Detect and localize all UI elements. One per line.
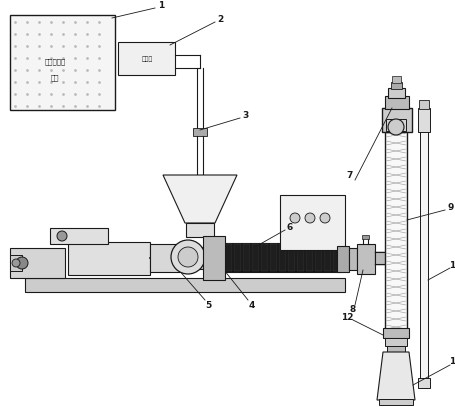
Bar bbox=[374, 252, 388, 264]
Bar bbox=[332, 244, 339, 271]
Text: 装置: 装置 bbox=[51, 75, 59, 81]
Text: 2: 2 bbox=[217, 15, 222, 24]
Bar bbox=[260, 244, 268, 271]
Text: 7: 7 bbox=[346, 171, 353, 180]
Circle shape bbox=[12, 259, 20, 267]
Text: 流料泵: 流料泵 bbox=[141, 56, 152, 62]
Bar bbox=[118, 42, 175, 75]
Bar bbox=[25, 278, 344, 292]
Circle shape bbox=[387, 119, 403, 135]
Circle shape bbox=[177, 247, 197, 267]
Bar bbox=[378, 399, 412, 405]
Circle shape bbox=[319, 213, 329, 223]
Bar bbox=[361, 235, 368, 239]
Bar bbox=[382, 328, 408, 338]
Bar bbox=[269, 244, 276, 271]
Bar bbox=[150, 244, 180, 272]
Bar bbox=[252, 244, 258, 271]
Circle shape bbox=[171, 240, 205, 274]
Bar bbox=[10, 255, 22, 271]
Bar bbox=[233, 244, 241, 271]
Bar bbox=[381, 108, 411, 132]
Text: 12: 12 bbox=[340, 313, 353, 322]
Bar bbox=[387, 88, 404, 98]
Bar bbox=[385, 119, 405, 131]
Bar bbox=[417, 108, 429, 132]
Text: 4: 4 bbox=[248, 300, 255, 309]
Bar bbox=[214, 243, 339, 272]
Text: 9: 9 bbox=[447, 203, 453, 212]
Text: 超临界混合: 超临界混合 bbox=[44, 59, 66, 65]
Bar bbox=[356, 244, 374, 274]
Polygon shape bbox=[376, 352, 414, 400]
Bar bbox=[224, 244, 232, 271]
Bar bbox=[10, 15, 115, 110]
Circle shape bbox=[289, 213, 299, 223]
Bar bbox=[324, 244, 330, 271]
Text: 1: 1 bbox=[157, 2, 164, 11]
Bar bbox=[348, 248, 356, 270]
Bar bbox=[50, 228, 108, 244]
Bar bbox=[386, 346, 404, 352]
Bar bbox=[296, 244, 303, 271]
Bar bbox=[384, 96, 408, 109]
Bar bbox=[186, 223, 213, 237]
Text: 5: 5 bbox=[204, 300, 211, 309]
Text: 6: 6 bbox=[286, 223, 293, 232]
Bar bbox=[391, 76, 400, 83]
Bar bbox=[305, 244, 312, 271]
Circle shape bbox=[57, 231, 67, 241]
Bar bbox=[390, 82, 401, 89]
Bar bbox=[288, 244, 294, 271]
Circle shape bbox=[304, 213, 314, 223]
Polygon shape bbox=[162, 175, 237, 223]
Bar bbox=[419, 130, 427, 380]
Bar bbox=[192, 128, 207, 136]
Bar bbox=[314, 244, 321, 271]
Bar bbox=[384, 338, 406, 346]
Bar bbox=[278, 244, 285, 271]
Text: 8: 8 bbox=[349, 306, 355, 315]
Bar bbox=[216, 244, 222, 271]
Bar bbox=[279, 195, 344, 250]
Bar bbox=[68, 242, 150, 275]
Bar bbox=[418, 100, 428, 109]
Text: 10: 10 bbox=[448, 260, 455, 269]
Text: 11: 11 bbox=[448, 357, 455, 366]
Bar bbox=[417, 378, 429, 388]
Circle shape bbox=[16, 257, 28, 269]
Bar bbox=[10, 248, 65, 278]
Bar bbox=[243, 244, 249, 271]
Bar bbox=[180, 247, 214, 269]
Bar bbox=[336, 246, 348, 272]
Bar bbox=[202, 236, 224, 280]
Bar bbox=[384, 130, 406, 330]
Text: 3: 3 bbox=[243, 110, 248, 120]
